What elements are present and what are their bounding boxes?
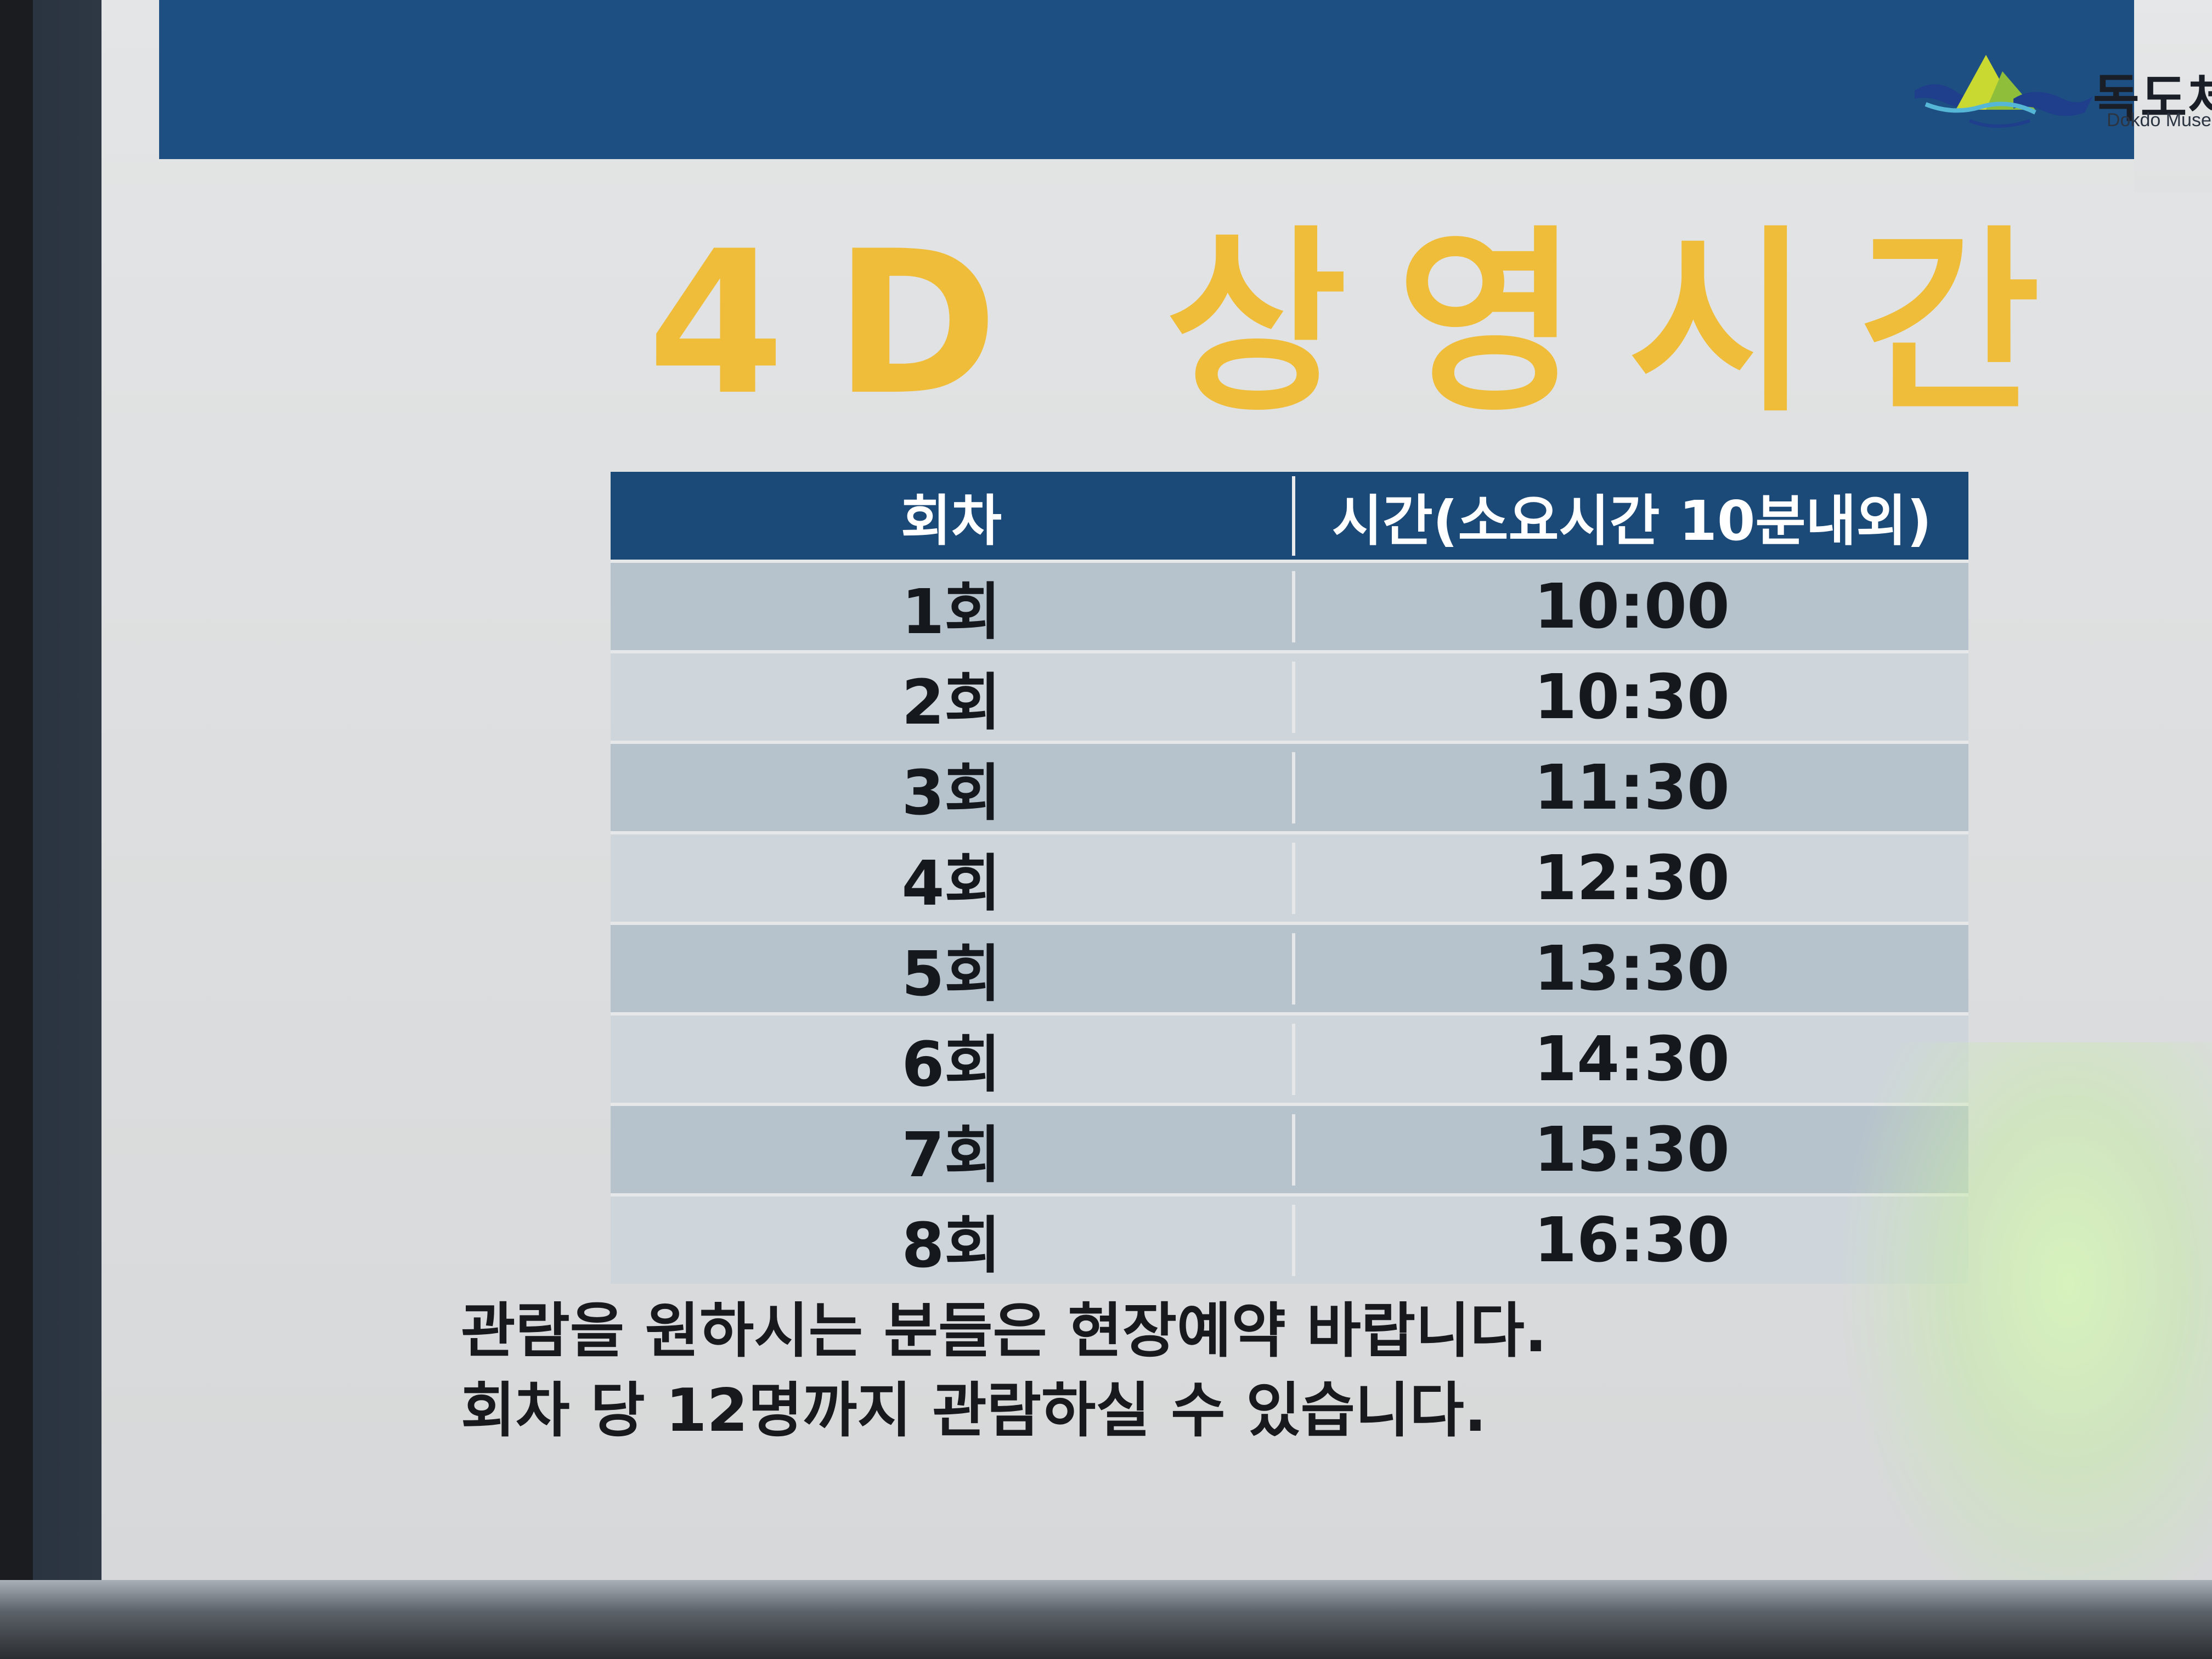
table-row: 7회 15:30: [611, 1103, 1968, 1193]
round-cell: 4회: [901, 848, 1001, 919]
round-cell: 6회: [901, 1029, 1001, 1101]
table-row: 2회 10:30: [611, 650, 1968, 741]
round-cell: 5회: [901, 938, 1001, 1010]
logo-subtext: Dokdo Museum: [2107, 110, 2212, 131]
top-banner: [159, 0, 2134, 159]
banner-right-area: [2134, 0, 2212, 192]
time-cell: 12:30: [1291, 842, 1968, 914]
light-glare: [1838, 1042, 2212, 1646]
museum-logo-icon: [1915, 55, 2093, 128]
header-time: 시간(소요시간 10분내외): [1291, 476, 1968, 556]
table-row: 3회 11:30: [611, 741, 1968, 831]
header-round: 회차: [900, 488, 1002, 553]
time-cell: 15:30: [1291, 1114, 1968, 1186]
table-header: 회차 시간(소요시간 10분내외): [611, 472, 1968, 560]
table-row: 6회 14:30: [611, 1012, 1968, 1103]
notice-line-2: 회차 당 12명까지 관람하실 수 있습니다.: [461, 1376, 1487, 1445]
round-cell: 2회: [901, 667, 1001, 738]
notice-line-1: 관람을 원하시는 분들은 현장예약 바랍니다.: [461, 1297, 1547, 1365]
time-cell: 10:30: [1291, 661, 1968, 733]
time-cell: 16:30: [1291, 1204, 1968, 1276]
schedule-table: 회차 시간(소요시간 10분내외) 1회 10:00 2회 10:30 3회 1…: [611, 472, 1968, 1284]
time-cell: 10:00: [1291, 571, 1968, 642]
logo-text: 독도체: [2093, 69, 2212, 128]
round-cell: 3회: [901, 757, 1001, 829]
table-row: 1회 10:00: [611, 560, 1968, 650]
page-title: 4D 상영시간: [647, 208, 2090, 438]
time-cell: 11:30: [1291, 752, 1968, 823]
table-row: 5회 13:30: [611, 922, 1968, 1012]
table-row: 4회 12:30: [611, 831, 1968, 922]
table-row: 8회 16:30: [611, 1193, 1968, 1284]
notice-text: 관람을 원하시는 분들은 현장예약 바랍니다. 회차 당 12명까지 관람하실 …: [461, 1292, 1547, 1451]
round-cell: 7회: [901, 1119, 1001, 1191]
time-cell: 14:30: [1291, 1023, 1968, 1095]
round-cell: 1회: [901, 576, 1001, 648]
time-cell: 13:30: [1291, 933, 1968, 1005]
frame-bottom-edge: [0, 1580, 2212, 1659]
round-cell: 8회: [901, 1210, 1001, 1282]
